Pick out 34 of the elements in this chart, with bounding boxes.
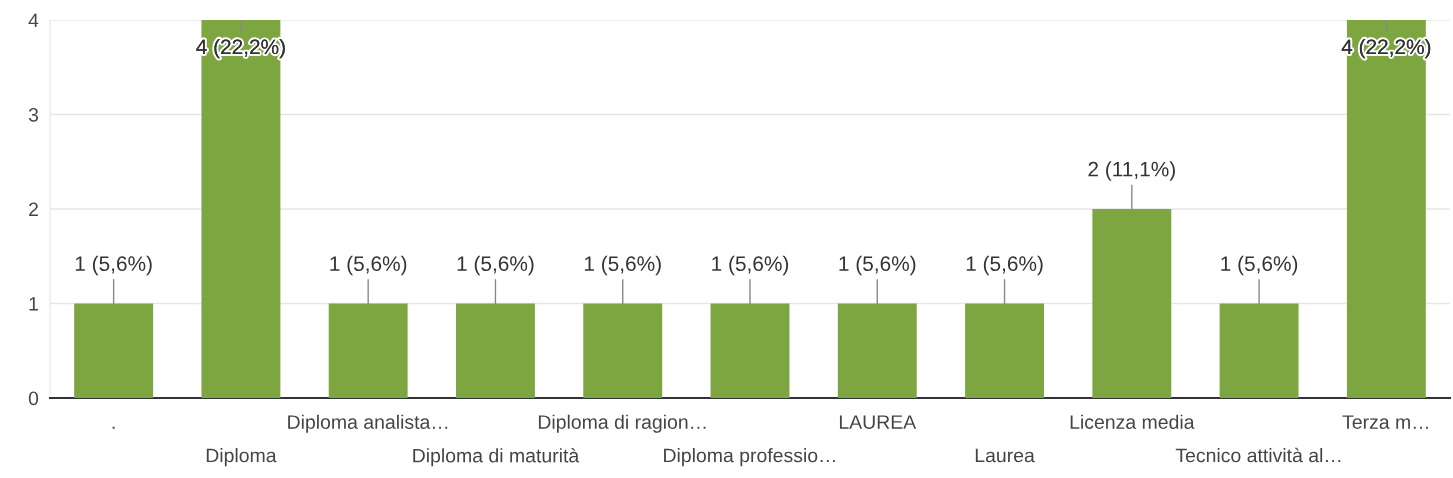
x-tick-label: Diploma di ragion…	[538, 414, 706, 433]
data-label: 1 (5,6%)	[839, 255, 916, 276]
x-tick-label: Tecnico attività al…	[1175, 447, 1341, 463]
bar	[456, 303, 535, 398]
data-label: 1 (5,6%)	[457, 255, 534, 276]
bar	[710, 303, 790, 398]
bar	[1092, 209, 1172, 398]
bar	[837, 303, 917, 398]
bar	[583, 303, 663, 398]
data-label: 1 (5,6%)	[712, 255, 789, 276]
y-tick-label: 1	[29, 297, 38, 311]
data-label: 1 (5,6%)	[584, 255, 661, 276]
data-label: 1 (5,6%)	[330, 255, 407, 276]
x-tick-label: Laurea	[975, 448, 1035, 463]
bar	[328, 303, 408, 398]
bar	[965, 303, 1044, 398]
x-tick-label: LAUREA	[839, 415, 917, 429]
bar	[74, 303, 154, 398]
x-tick-label: Licenza media	[1070, 414, 1195, 429]
data-label: 2 (11,1%)	[1088, 161, 1175, 181]
y-tick-label: 0	[28, 391, 39, 406]
x-tick-label: Diploma analista…	[288, 414, 448, 433]
x-tick-label: Diploma di maturità	[413, 448, 580, 467]
data-label: 1 (5,6%)	[966, 255, 1043, 276]
x-tick-label: Terza m…	[1342, 415, 1429, 429]
bar	[1219, 303, 1299, 398]
y-tick-label: 3	[28, 107, 39, 122]
data-label: 1 (5,6%)	[1221, 255, 1298, 276]
y-tick-label: 2	[29, 202, 38, 217]
x-tick-label: Diploma	[206, 448, 277, 467]
y-tick-label: 4	[28, 13, 39, 28]
x-tick-label: .	[112, 426, 115, 429]
data-label: 1 (5,6%)	[75, 255, 152, 276]
x-tick-label: Diploma professio…	[664, 448, 835, 467]
